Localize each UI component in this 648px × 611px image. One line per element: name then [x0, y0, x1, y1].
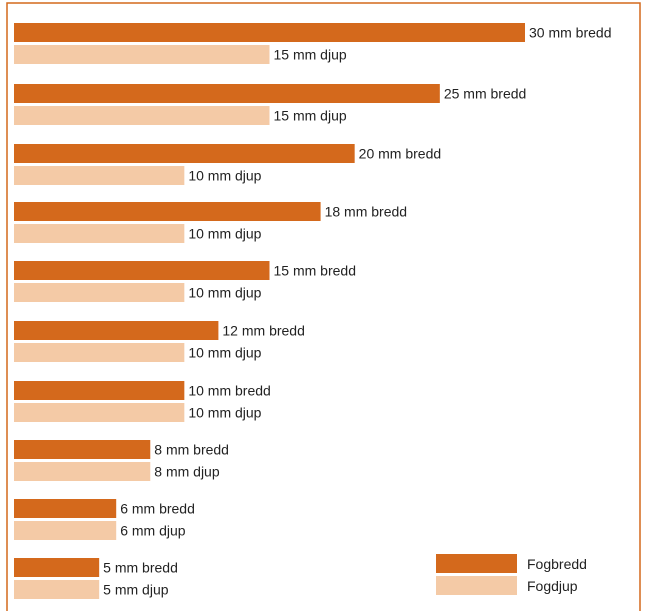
bar-fogbredd-5 — [14, 261, 270, 280]
bar-fogbredd-3 — [14, 144, 355, 163]
bar-fogbredd-2 — [14, 84, 440, 103]
bars-group: 30 mm bredd 15 mm djup 25 mm bredd 15 mm dj… — [14, 23, 611, 599]
bar-fogbredd-4 — [14, 202, 321, 221]
bar-label-fogdjup-7: 10 mm djup — [188, 405, 261, 421]
bar-label-fogbredd-2: 25 mm bredd — [444, 86, 526, 102]
bar-label-fogbredd-5: 15 mm bredd — [274, 263, 356, 279]
bar-label-fogdjup-2: 15 mm djup — [274, 108, 347, 124]
bar-label-fogbredd-10: 5 mm bredd — [103, 560, 178, 576]
bar-label-fogbredd-9: 6 mm bredd — [120, 501, 195, 517]
bar-label-fogbredd-1: 30 mm bredd — [529, 25, 611, 41]
legend-swatch-fogdjup — [436, 576, 517, 595]
bar-fogdjup-8 — [14, 462, 151, 481]
bar-fogdjup-6 — [14, 343, 185, 362]
bar-label-fogdjup-10: 5 mm djup — [103, 582, 169, 598]
bar-label-fogdjup-9: 6 mm djup — [120, 523, 186, 539]
bar-fogbredd-9 — [14, 499, 117, 518]
bar-fogdjup-5 — [14, 283, 185, 302]
bar-label-fogbredd-7: 10 mm bredd — [188, 383, 270, 399]
bar-fogbredd-1 — [14, 23, 525, 42]
bar-fogdjup-10 — [14, 580, 100, 599]
legend-label-fogbredd: Fogbredd — [527, 556, 587, 572]
bar-label-fogdjup-5: 10 mm djup — [188, 285, 261, 301]
bar-label-fogdjup-4: 10 mm djup — [188, 226, 261, 242]
bar-label-fogbredd-3: 20 mm bredd — [359, 146, 441, 162]
bar-fogdjup-3 — [14, 166, 185, 185]
bar-label-fogbredd-6: 12 mm bredd — [222, 323, 304, 339]
bar-fogdjup-1 — [14, 45, 270, 64]
bar-fogdjup-2 — [14, 106, 270, 125]
bar-fogbredd-7 — [14, 381, 185, 400]
bar-fogbredd-6 — [14, 321, 219, 340]
bar-fogdjup-4 — [14, 224, 185, 243]
bar-fogdjup-9 — [14, 521, 117, 540]
bar-label-fogdjup-3: 10 mm djup — [188, 168, 261, 184]
bar-label-fogbredd-4: 18 mm bredd — [325, 204, 407, 220]
bar-fogdjup-7 — [14, 403, 185, 422]
bar-label-fogbredd-8: 8 mm bredd — [154, 442, 229, 458]
legend: Fogbredd Fogdjup — [436, 554, 587, 595]
legend-label-fogdjup: Fogdjup — [527, 578, 578, 594]
bar-fogbredd-8 — [14, 440, 151, 459]
bar-label-fogdjup-6: 10 mm djup — [188, 345, 261, 361]
bar-fogbredd-10 — [14, 558, 100, 577]
chart-frame — [6, 2, 641, 611]
bar-label-fogdjup-8: 8 mm djup — [154, 464, 220, 480]
bar-label-fogdjup-1: 15 mm djup — [274, 47, 347, 63]
legend-swatch-fogbredd — [436, 554, 517, 573]
